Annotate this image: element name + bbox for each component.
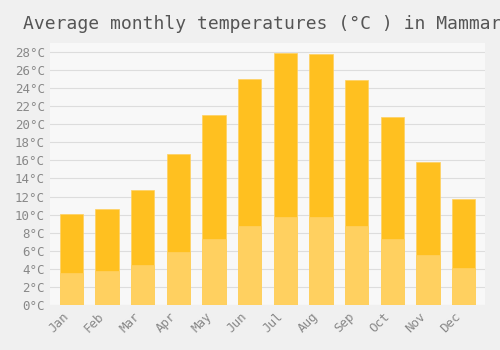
Bar <box>310 217 332 305</box>
Bar <box>131 190 154 305</box>
Bar <box>310 54 332 305</box>
Bar <box>416 255 440 305</box>
Bar <box>452 268 475 305</box>
Bar <box>202 115 226 305</box>
Bar <box>166 154 190 305</box>
Bar <box>452 199 475 305</box>
Bar <box>131 265 154 305</box>
Bar <box>345 226 368 305</box>
Title: Average monthly temperatures (°C ) in Mammari: Average monthly temperatures (°C ) in Ma… <box>22 15 500 33</box>
Bar <box>60 214 83 305</box>
Bar <box>238 79 261 305</box>
Bar <box>416 162 440 305</box>
Bar <box>380 239 404 305</box>
Bar <box>202 239 226 305</box>
Bar <box>380 117 404 305</box>
Bar <box>345 80 368 305</box>
Bar <box>238 226 261 305</box>
Bar <box>274 217 297 305</box>
Bar <box>166 252 190 305</box>
Bar <box>60 273 83 305</box>
Bar <box>96 272 118 305</box>
Bar <box>274 53 297 305</box>
Bar <box>96 209 118 305</box>
